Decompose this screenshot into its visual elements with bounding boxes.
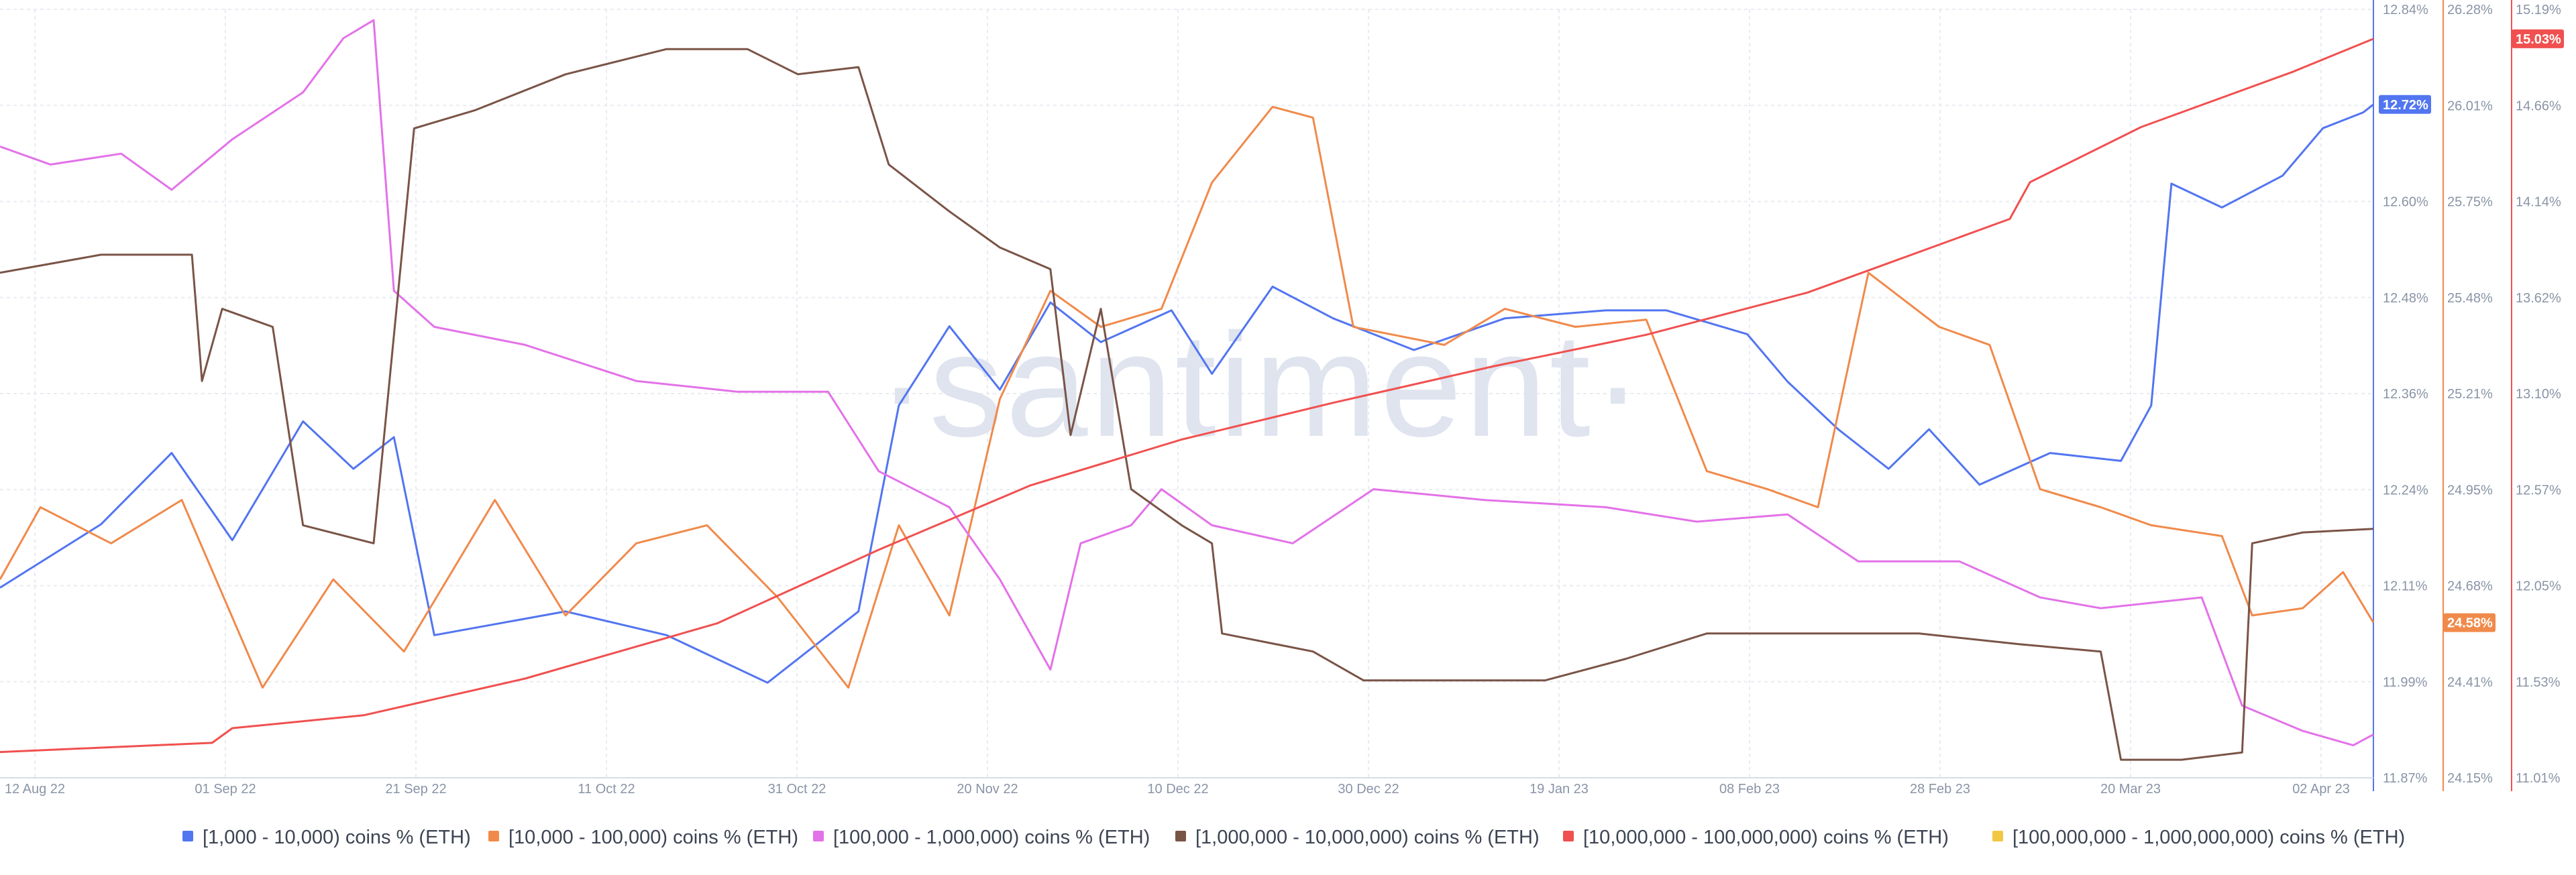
y-tick-label-orange: 24.41% [2447, 675, 2493, 690]
value-badge-blue [2379, 95, 2431, 114]
y-tick-label-red: 14.14% [2516, 195, 2561, 210]
value-badge-orange [2443, 613, 2496, 632]
x-tick-label: 02 Apr 23 [2292, 782, 2350, 797]
legend-swatch [1992, 831, 2003, 841]
y-tick-label-red: 13.62% [2516, 291, 2561, 306]
y-tick-label-orange: 24.68% [2447, 579, 2493, 594]
y-tick-label-red: 15.19% [2516, 3, 2561, 17]
y-tick-label-red: 11.01% [2516, 771, 2561, 786]
series-line-4 [0, 38, 2374, 754]
x-tick-label: 31 Oct 22 [768, 782, 826, 797]
x-tick-label: 20 Mar 23 [2100, 782, 2161, 797]
x-tick-label: 12 Aug 22 [5, 782, 65, 797]
legend-label: [10,000 - 100,000) coins % (ETH) [508, 827, 798, 848]
value-badge-label-orange: 24.58% [2447, 616, 2493, 631]
grid-lines [0, 9, 2373, 778]
y-tick-label-red: 13.10% [2516, 387, 2561, 402]
y-tick-label-blue: 12.84% [2383, 3, 2428, 17]
x-tick-label: 30 Dec 22 [1338, 782, 1399, 797]
legend-swatch [1563, 831, 1574, 841]
santiment-watermark: ·santiment· [877, 302, 1645, 467]
series-line-2 [0, 19, 2374, 747]
value-badge-red [2512, 29, 2564, 48]
legend-label: [1,000,000 - 10,000,000) coins % (ETH) [1195, 827, 1540, 848]
series-line-3 [0, 48, 2374, 761]
x-axis-ticks: 12 Aug 22 01 Sep 22 21 Sep 22 11 Oct 22 31 O… [0, 777, 2373, 797]
y-tick-label-orange: 25.75% [2447, 195, 2493, 210]
y-tick-label-orange: 24.95% [2447, 483, 2493, 498]
y-tick-label-orange: 26.01% [2447, 99, 2493, 113]
legend-swatch [1175, 831, 1186, 841]
x-tick-label: 28 Feb 23 [1910, 782, 1970, 797]
y-tick-label-blue: 12.11% [2383, 579, 2428, 594]
legend-label: [1,000 - 10,000) coins % (ETH) [203, 827, 471, 848]
y-tick-label-orange: 26.28% [2447, 3, 2493, 17]
y-tick-label-blue: 12.24% [2383, 483, 2428, 498]
legend-label: [100,000 - 1,000,000) coins % (ETH) [833, 827, 1150, 848]
value-badge-label-blue: 12.72% [2383, 98, 2428, 113]
x-tick-label: 01 Sep 22 [195, 782, 256, 797]
value-badge-label-red: 15.03% [2516, 32, 2561, 47]
legend-label: [10,000,000 - 100,000,000) coins % (ETH) [1583, 827, 1949, 848]
y-tick-label-blue: 11.99% [2383, 675, 2428, 690]
value-badges: 12.72% 24.58% 15.03% [2379, 29, 2564, 632]
y-tick-label-red: 12.05% [2516, 579, 2561, 594]
series-layer [0, 19, 2375, 761]
legend-swatch [813, 831, 824, 841]
y-tick-label-orange: 25.21% [2447, 387, 2493, 402]
y-tick-label-red: 12.57% [2516, 483, 2561, 498]
legend-swatch [182, 831, 193, 841]
x-tick-label: 21 Sep 22 [385, 782, 446, 797]
series-line-1 [0, 105, 2375, 689]
y-tick-label-blue: 12.48% [2383, 291, 2428, 306]
legend-label: [100,000,000 - 1,000,000,000) coins % (E… [2012, 827, 2405, 848]
x-tick-label: 10 Dec 22 [1147, 782, 1208, 797]
legend-swatch [488, 831, 499, 841]
y-tick-label-red: 11.53% [2516, 675, 2561, 690]
x-tick-label: 19 Jan 23 [1529, 782, 1589, 797]
axis-lines [2373, 0, 2512, 791]
y-tick-label-blue: 12.36% [2383, 387, 2428, 402]
series-line-0 [0, 103, 2374, 684]
y-tick-label-orange: 24.15% [2447, 771, 2493, 786]
y-tick-label-red: 14.66% [2516, 99, 2561, 113]
y-tick-label-orange: 25.48% [2447, 291, 2493, 306]
y-axis-ticks: 12.84% 12.72% 12.60% 12.48% 12.36% 12.24% 12.1… [2383, 3, 2561, 786]
y-tick-label-blue: 12.60% [2383, 195, 2428, 210]
x-tick-label: 08 Feb 23 [1719, 782, 1780, 797]
legend: [1,000 - 10,000) coins % (ETH) [10,000 - … [182, 827, 2405, 848]
x-tick-label: 20 Nov 22 [957, 782, 1018, 797]
y-tick-label-blue: 11.87% [2383, 771, 2428, 786]
x-tick-label: 11 Oct 22 [578, 782, 635, 797]
